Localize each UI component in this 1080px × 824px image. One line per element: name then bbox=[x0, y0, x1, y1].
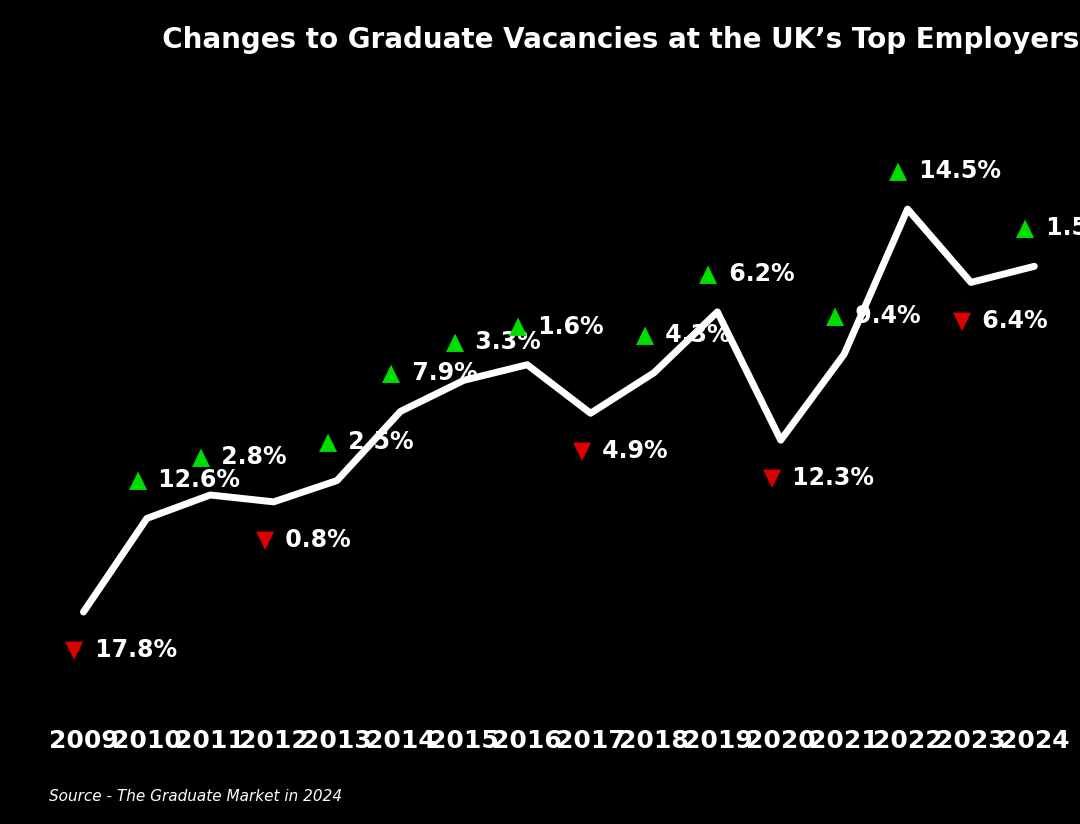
Text: 12.6%: 12.6% bbox=[150, 468, 240, 492]
Text: ▲: ▲ bbox=[699, 262, 717, 286]
Text: ▼: ▼ bbox=[953, 308, 971, 333]
Text: Changes to Graduate Vacancies at the UK’s Top Employers 2009 to 2024: Changes to Graduate Vacancies at the UK’… bbox=[143, 26, 1080, 54]
Text: 14.5%: 14.5% bbox=[910, 159, 1001, 183]
Text: 6.2%: 6.2% bbox=[720, 262, 794, 286]
Text: ▲: ▲ bbox=[636, 322, 654, 347]
Text: 7.9%: 7.9% bbox=[404, 361, 477, 386]
Text: ▲: ▲ bbox=[890, 159, 907, 183]
Text: ▼: ▼ bbox=[256, 528, 273, 552]
Text: ▲: ▲ bbox=[509, 315, 527, 339]
Text: 2.8%: 2.8% bbox=[214, 445, 287, 469]
Text: 4.3%: 4.3% bbox=[657, 322, 731, 347]
Text: Chart 2.1: Chart 2.1 bbox=[14, 26, 165, 54]
Text: 12.3%: 12.3% bbox=[784, 466, 874, 490]
Text: 4.9%: 4.9% bbox=[594, 439, 667, 463]
Text: 3.3%: 3.3% bbox=[467, 330, 541, 354]
Text: 6.4%: 6.4% bbox=[974, 308, 1048, 333]
Text: 1.6%: 1.6% bbox=[530, 315, 604, 339]
Text: 17.8%: 17.8% bbox=[86, 639, 177, 662]
Text: 2.5%: 2.5% bbox=[340, 430, 414, 454]
Text: 1.5%: 1.5% bbox=[1038, 216, 1080, 240]
Text: ▲: ▲ bbox=[1016, 216, 1035, 240]
Text: ▲: ▲ bbox=[826, 304, 845, 328]
Text: ▼: ▼ bbox=[66, 639, 83, 662]
Text: ▲: ▲ bbox=[129, 468, 147, 492]
Text: ▲: ▲ bbox=[192, 445, 211, 469]
Text: ▼: ▼ bbox=[572, 439, 591, 463]
Text: ▼: ▼ bbox=[762, 466, 781, 490]
Text: 0.8%: 0.8% bbox=[276, 528, 351, 552]
Text: Source - The Graduate Market in 2024: Source - The Graduate Market in 2024 bbox=[49, 789, 341, 804]
Text: 9.4%: 9.4% bbox=[848, 304, 921, 328]
Text: ▲: ▲ bbox=[446, 330, 463, 354]
Text: ▲: ▲ bbox=[382, 361, 401, 386]
Text: ▲: ▲ bbox=[319, 430, 337, 454]
